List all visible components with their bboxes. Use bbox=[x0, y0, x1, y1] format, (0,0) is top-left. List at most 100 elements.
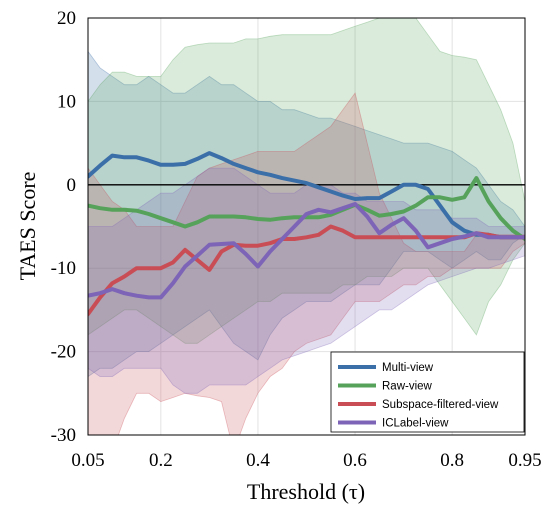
point-subspace-filtered-view bbox=[390, 236, 393, 239]
point-multi-view bbox=[256, 171, 259, 174]
point-iclabel-view bbox=[184, 265, 187, 268]
point-multi-view bbox=[147, 159, 150, 162]
point-raw-view bbox=[463, 196, 466, 199]
legend: Multi-view Raw-view Subspace-filtered-view… bbox=[330, 351, 525, 433]
point-subspace-filtered-view bbox=[305, 236, 308, 239]
point-multi-view bbox=[451, 221, 454, 224]
point-raw-view bbox=[390, 213, 393, 215]
point-raw-view bbox=[220, 215, 223, 218]
point-iclabel-view bbox=[451, 238, 454, 240]
point-subspace-filtered-view bbox=[354, 236, 357, 239]
point-multi-view bbox=[305, 182, 308, 185]
point-iclabel-view bbox=[147, 296, 150, 299]
point-subspace-filtered-view bbox=[159, 267, 162, 270]
point-multi-view bbox=[402, 183, 405, 186]
point-raw-view bbox=[426, 196, 429, 199]
legend-label: Raw-view bbox=[382, 381, 433, 393]
point-iclabel-view bbox=[366, 215, 369, 218]
point-iclabel-view bbox=[378, 232, 381, 235]
point-subspace-filtered-view bbox=[135, 267, 138, 270]
point-iclabel-view bbox=[256, 265, 259, 268]
x-tick-label: 0.95 bbox=[508, 450, 541, 471]
point-multi-view bbox=[208, 152, 211, 155]
point-raw-view bbox=[499, 217, 502, 220]
point-subspace-filtered-view bbox=[439, 236, 441, 239]
point-multi-view bbox=[439, 204, 441, 207]
point-iclabel-view bbox=[293, 225, 296, 228]
x-tick-label: 0.05 bbox=[71, 450, 104, 471]
point-raw-view bbox=[111, 208, 114, 211]
x-axis-label: Threshold (τ) bbox=[247, 479, 365, 504]
point-raw-view bbox=[414, 204, 417, 207]
y-tick-label: 0 bbox=[67, 175, 77, 196]
point-raw-view bbox=[317, 216, 320, 219]
point-subspace-filtered-view bbox=[99, 296, 102, 299]
point-subspace-filtered-view bbox=[147, 267, 150, 270]
x-tick-label: 0.8 bbox=[440, 450, 464, 471]
point-multi-view bbox=[135, 156, 138, 159]
y-axis-label: TAES Score bbox=[15, 172, 40, 281]
point-subspace-filtered-view bbox=[317, 233, 320, 236]
point-multi-view bbox=[172, 163, 174, 166]
point-subspace-filtered-view bbox=[123, 275, 126, 278]
point-subspace-filtered-view bbox=[402, 236, 405, 239]
point-subspace-filtered-view bbox=[366, 236, 369, 239]
point-iclabel-view bbox=[111, 288, 114, 291]
point-raw-view bbox=[293, 216, 296, 219]
y-tick-label: -30 bbox=[51, 425, 76, 446]
point-raw-view bbox=[402, 210, 405, 213]
point-multi-view bbox=[426, 188, 429, 190]
point-raw-view bbox=[208, 215, 211, 218]
point-multi-view bbox=[184, 162, 187, 165]
point-raw-view bbox=[329, 213, 332, 216]
point-iclabel-view bbox=[426, 246, 429, 249]
point-raw-view bbox=[172, 221, 174, 224]
point-subspace-filtered-view bbox=[329, 225, 332, 228]
point-iclabel-view bbox=[196, 254, 199, 257]
point-subspace-filtered-view bbox=[208, 268, 211, 271]
point-subspace-filtered-view bbox=[111, 282, 114, 285]
point-multi-view bbox=[329, 190, 332, 193]
point-iclabel-view bbox=[99, 292, 102, 295]
point-multi-view bbox=[463, 229, 466, 232]
point-subspace-filtered-view bbox=[414, 236, 417, 239]
x-tick-label: 0.4 bbox=[246, 450, 270, 471]
point-iclabel-view bbox=[305, 213, 308, 215]
point-raw-view bbox=[281, 217, 284, 220]
point-iclabel-view bbox=[220, 243, 223, 245]
point-raw-view bbox=[378, 214, 381, 217]
point-raw-view bbox=[451, 198, 454, 201]
point-multi-view bbox=[159, 163, 162, 166]
point-raw-view bbox=[99, 207, 102, 210]
point-multi-view bbox=[232, 162, 235, 165]
point-iclabel-view bbox=[208, 243, 211, 246]
point-raw-view bbox=[123, 208, 126, 211]
point-iclabel-view bbox=[232, 242, 235, 245]
point-multi-view bbox=[123, 156, 126, 159]
point-multi-view bbox=[366, 197, 369, 200]
legend-label: Subspace-filtered-view bbox=[382, 399, 499, 411]
point-subspace-filtered-view bbox=[184, 248, 187, 251]
point-multi-view bbox=[293, 179, 296, 182]
point-raw-view bbox=[147, 213, 150, 215]
point-iclabel-view bbox=[269, 250, 272, 253]
point-raw-view bbox=[184, 225, 187, 228]
y-tick-label: -20 bbox=[51, 342, 76, 363]
y-tick-label: 20 bbox=[57, 8, 76, 29]
point-raw-view bbox=[232, 215, 235, 218]
point-raw-view bbox=[475, 177, 478, 180]
point-multi-view bbox=[269, 173, 272, 176]
point-iclabel-view bbox=[135, 294, 138, 297]
point-iclabel-view bbox=[341, 207, 344, 210]
point-subspace-filtered-view bbox=[172, 261, 174, 264]
point-iclabel-view bbox=[487, 236, 490, 239]
point-multi-view bbox=[196, 157, 199, 160]
point-iclabel-view bbox=[463, 235, 466, 238]
y-tick-label: 10 bbox=[57, 91, 76, 112]
point-iclabel-view bbox=[499, 236, 502, 239]
point-iclabel-view bbox=[402, 217, 405, 220]
point-multi-view bbox=[390, 190, 393, 193]
point-multi-view bbox=[354, 198, 357, 200]
point-raw-view bbox=[196, 221, 199, 224]
